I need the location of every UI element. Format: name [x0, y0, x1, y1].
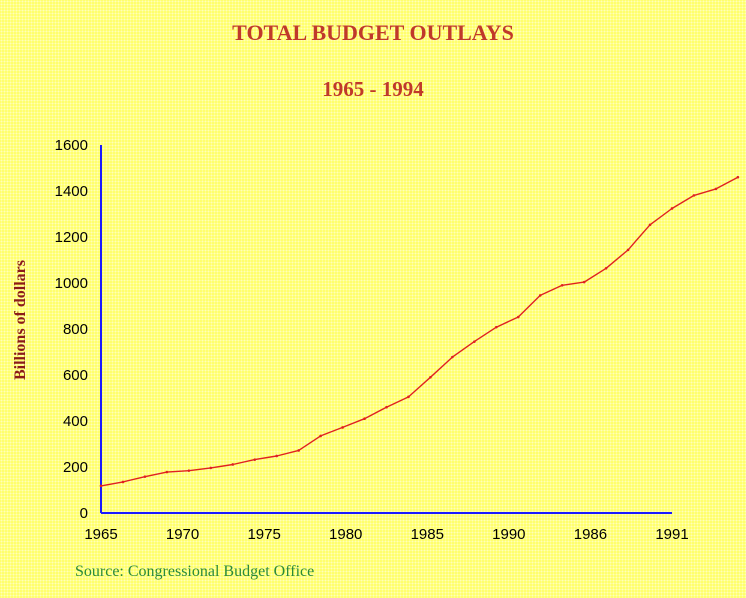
data-point: [231, 463, 235, 466]
data-point: [429, 376, 432, 379]
data-point: [165, 470, 169, 474]
x-tick-label: 1975: [247, 526, 280, 543]
data-point: [538, 294, 542, 297]
data-point: [714, 187, 718, 191]
x-tick-label: 1990: [492, 526, 525, 543]
x-tick-label: 1965: [84, 526, 117, 543]
x-tick-label: 1985: [411, 526, 444, 543]
y-tick-label: 400: [63, 413, 88, 430]
data-point: [121, 480, 125, 484]
data-point: [275, 454, 278, 458]
data-point: [473, 340, 476, 343]
y-tick-label: 1600: [55, 137, 88, 154]
data-point: [648, 223, 652, 227]
data-point: [604, 266, 608, 270]
data-point: [516, 315, 520, 319]
data-point: [626, 248, 630, 252]
data-point: [495, 325, 498, 329]
data-point: [560, 284, 564, 287]
x-tick-label: 1980: [329, 526, 362, 543]
y-tick-label: 1400: [55, 183, 88, 200]
data-point: [253, 458, 257, 461]
series-line: [100, 176, 739, 487]
data-point: [297, 449, 300, 452]
data-point: [319, 434, 322, 438]
data-point: [363, 417, 366, 421]
y-tick-label: 800: [63, 321, 88, 338]
data-point: [341, 426, 344, 429]
chart-title: TOTAL BUDGET OUTLAYS: [232, 20, 514, 45]
y-tick-label: 1200: [55, 229, 88, 246]
data-point: [187, 469, 191, 472]
x-axis-ticks: 1965 1970 1975 1980 1985 1990 1986 1991: [84, 526, 688, 543]
data-point: [407, 395, 410, 399]
y-tick-label: 200: [63, 459, 88, 476]
data-point: [692, 194, 696, 197]
y-tick-label: 1000: [55, 275, 88, 292]
series-layer: [99, 175, 740, 488]
y-tick-label: 600: [63, 367, 88, 384]
data-point: [385, 405, 388, 409]
x-tick-label: 1986: [574, 526, 607, 543]
chart-subtitle: 1965 - 1994: [322, 77, 424, 101]
data-point: [143, 475, 147, 478]
y-axis-ticks: 0 200 400 600 800 1000 1200 1400 1600: [55, 137, 88, 522]
data-point: [99, 484, 103, 488]
data-point: [670, 207, 674, 210]
data-point: [209, 466, 213, 470]
x-tick-label: 1970: [166, 526, 199, 543]
data-point: [451, 355, 454, 359]
source-note: Source: Congressional Budget Office: [75, 563, 315, 580]
data-point: [582, 280, 586, 284]
x-tick-label: 1991: [655, 526, 688, 543]
data-point: [736, 175, 740, 179]
y-tick-label: 0: [80, 505, 88, 522]
